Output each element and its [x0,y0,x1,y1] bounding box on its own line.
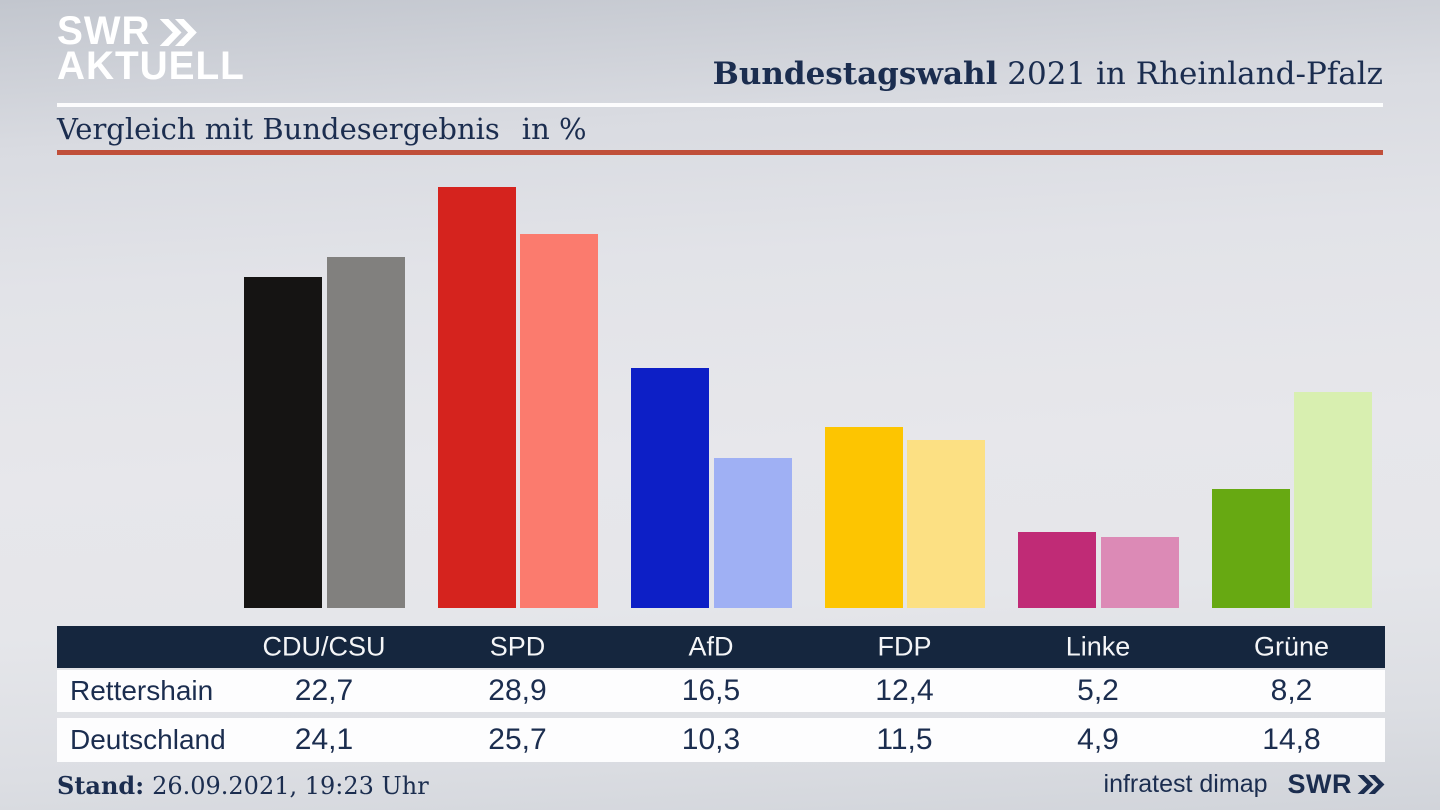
column-header-gr-ne: Grüne [1253,631,1330,662]
source-name: infratest dimap [1103,770,1268,798]
cell-rettershain-afd: 16,5 [681,674,741,707]
cell-rettershain-gr-ne: 8,2 [1270,674,1313,707]
bar-rettershain-gr-ne [1211,488,1290,608]
cell-deutschland-gr-ne: 14,8 [1262,723,1321,756]
bar-deutschland-gr-ne [1294,392,1372,608]
table-header-row: CDU/CSU SPD AfD FDP Linke Grüne [57,626,1385,668]
bar-deutschland-fdp [907,440,985,608]
cell-rettershain-spd: 28,9 [488,674,547,707]
timestamp: Stand: 26.09.2021, 19:23 Uhr [57,771,429,800]
logo-text-swr: SWR [57,9,151,53]
cell-deutschland-fdp: 11,5 [876,723,933,756]
bar-rettershain-fdp [824,427,903,608]
column-header-cdu-csu: CDU/CSU [262,631,386,662]
swr-footer-logo-text: SWR [1287,769,1352,799]
logo-text-aktuell: AKTUELL [57,44,245,88]
bar-rettershain-cdu-csu [244,277,322,608]
bar-deutschland-cdu-csu [326,256,405,608]
page-title: Bundestagswahl 2021 in Rheinland-Pfalz [383,56,1383,92]
timestamp-label: Stand: [57,771,145,800]
page-title-bold: Bundestagswahl [712,56,998,92]
column-header-linke: Linke [1065,631,1131,662]
bar-rettershain-linke [1018,532,1096,608]
column-header-afd: AfD [688,631,734,662]
red-divider [57,150,1383,155]
chart-subtitle: Vergleich mit Bundesergebnis in % [57,112,587,146]
row-label-deutschland: Deutschland [70,724,226,755]
bar-rettershain-afd [631,367,709,608]
cell-deutschland-cdu-csu: 24,1 [294,723,354,756]
chart-subtitle-label: Vergleich mit Bundesergebnis [57,112,500,146]
row-label-rettershain: Rettershain [70,675,214,706]
cell-rettershain-fdp: 12,4 [875,674,934,707]
double-chevron-right-icon [160,19,198,46]
cell-rettershain-cdu-csu: 22,7 [294,674,354,707]
timestamp-value: 26.09.2021, 19:23 Uhr [152,772,429,800]
cell-rettershain-linke: 5,2 [1077,674,1119,707]
swr-aktuell-logo: SWR AKTUELL [57,9,245,88]
cell-deutschland-afd: 10,3 [681,723,741,756]
table-row-rettershain: Rettershain 22,7 28,9 16,5 12,4 5,2 8,2 [57,670,1385,712]
bar-rettershain-spd [437,186,516,608]
swr-footer-logo: SWR [1288,769,1386,800]
double-chevron-right-icon [1357,775,1385,794]
bar-deutschland-linke [1100,536,1179,608]
source-attribution: infratest dimap SWR [1104,769,1385,800]
column-header-fdp: FDP [877,631,932,662]
table-row-deutschland: Deutschland 24,1 25,7 10,3 11,5 4,9 14,8 [57,718,1385,762]
chart-subtitle-unit: in % [521,112,587,146]
column-header-spd: SPD [489,631,546,662]
header-divider [57,103,1383,107]
bar-deutschland-spd [520,233,598,608]
cell-deutschland-linke: 4,9 [1077,723,1119,756]
results-table: CDU/CSU SPD AfD FDP Linke Grüne Rettershain 22… [57,626,1385,762]
page-title-rest: 2021 in Rheinland-Pfalz [997,56,1383,92]
bar-deutschland-afd [713,457,792,608]
cell-deutschland-spd: 25,7 [488,723,547,756]
